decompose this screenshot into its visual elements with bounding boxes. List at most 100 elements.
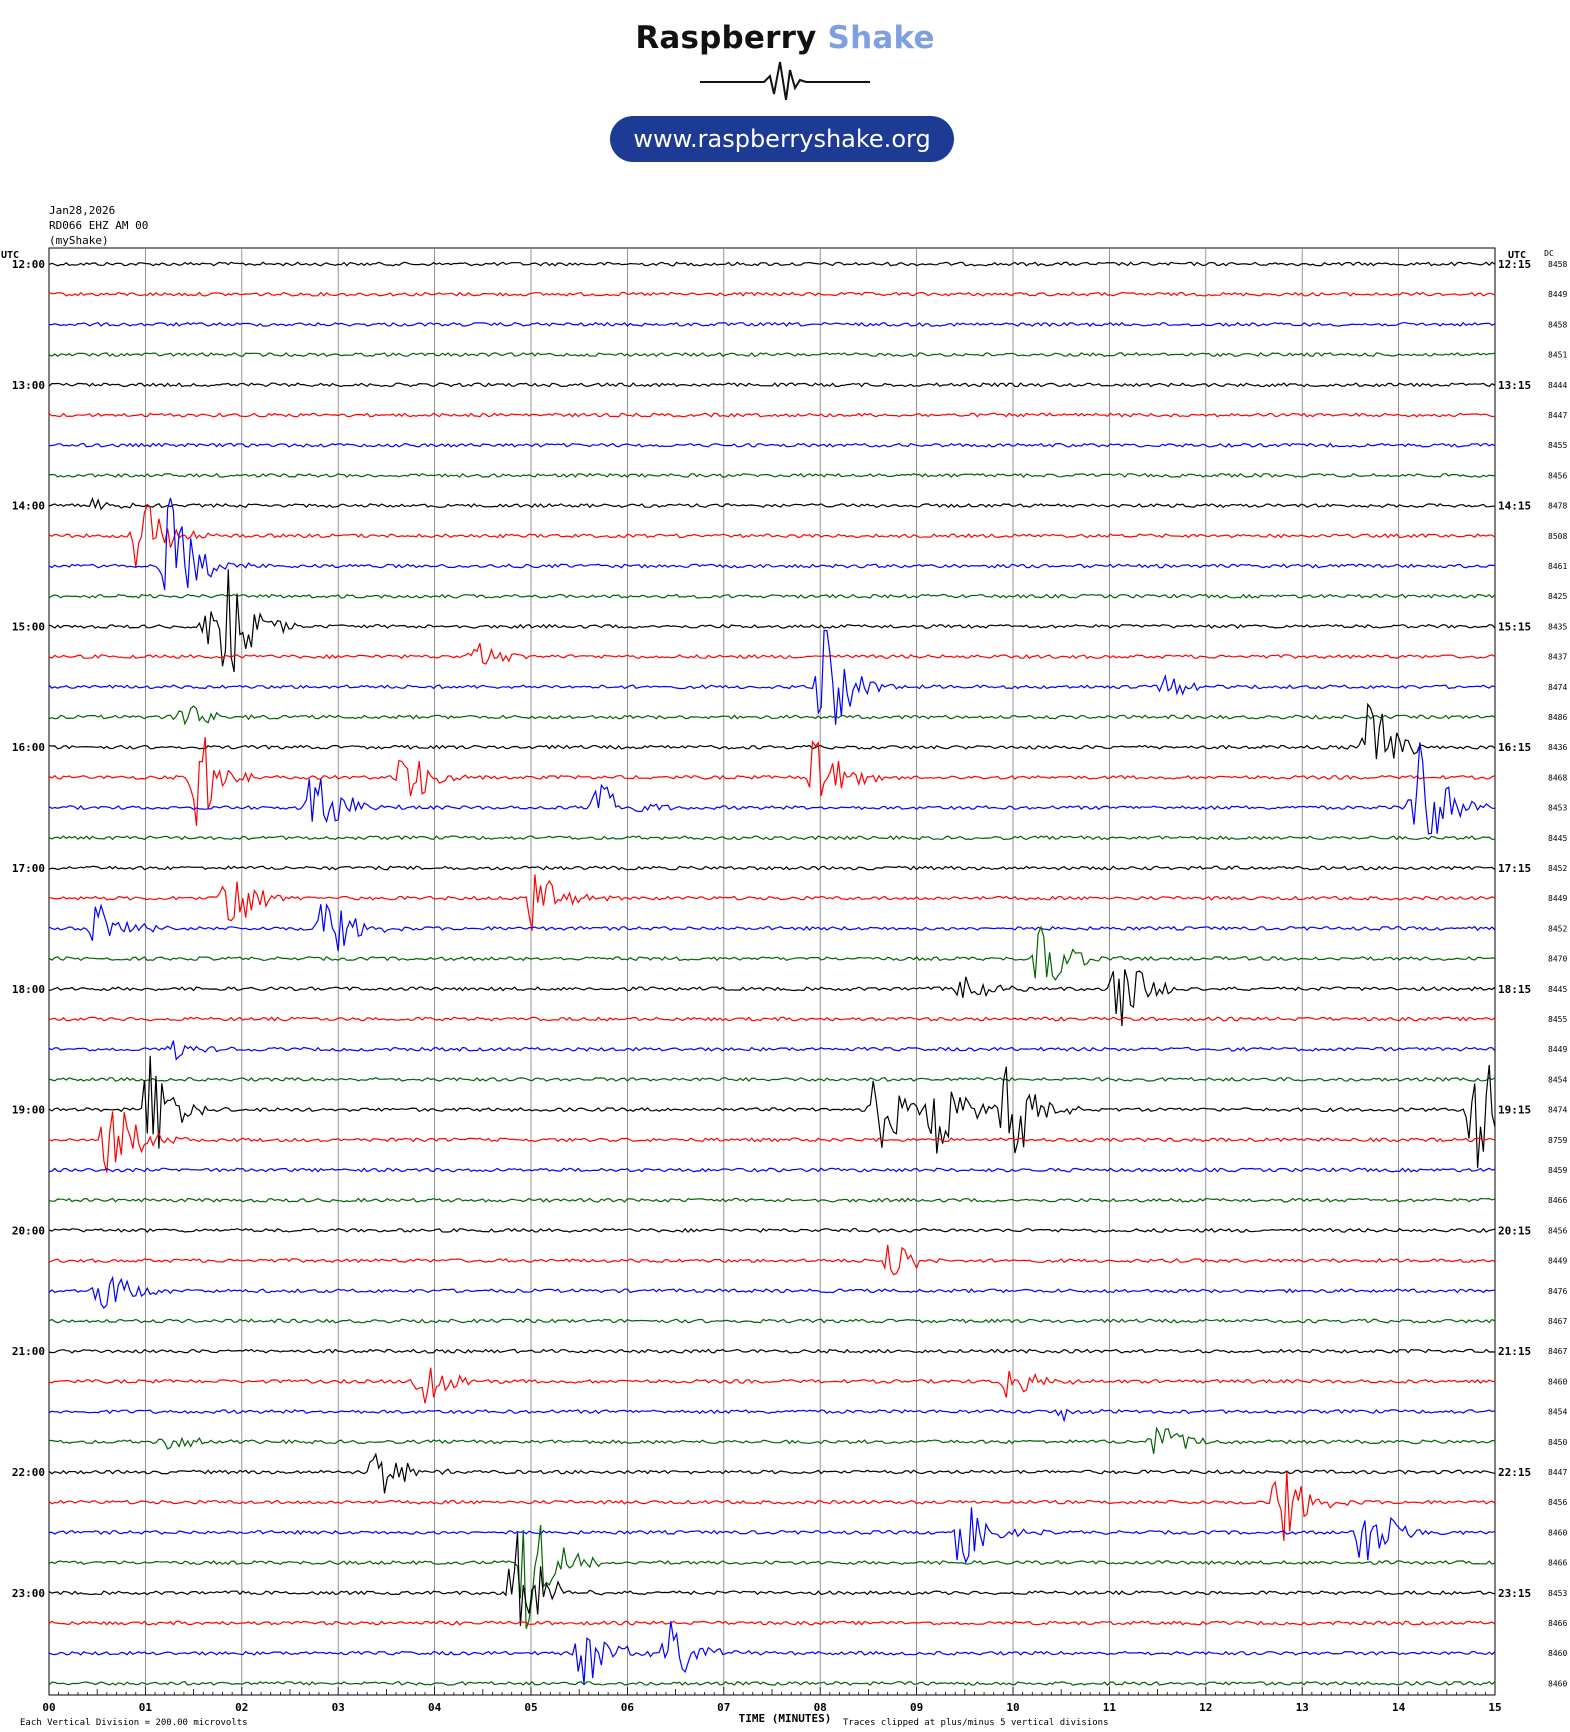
seismic-trace [48, 925, 1496, 981]
seismic-trace [48, 1197, 1496, 1203]
station-label: RD066 EHZ AM 00 [49, 219, 149, 232]
dc-value-label: 8455 [1548, 441, 1567, 450]
seismic-trace [48, 1275, 1496, 1309]
dc-value-label: 8454 [1548, 1408, 1567, 1417]
left-time-label: 16:00 [12, 741, 45, 754]
seismic-trace [48, 1507, 1496, 1564]
x-tick-label: 14 [1392, 1701, 1406, 1714]
x-tick-label: 06 [621, 1701, 635, 1714]
dc-value-label: 8454 [1548, 1075, 1567, 1084]
seismic-trace [48, 642, 1496, 665]
left-utc-header: UTC [1, 250, 19, 261]
seismic-trace [48, 1680, 1496, 1686]
seismic-trace [48, 1367, 1496, 1404]
dc-value-label: 8456 [1548, 1498, 1567, 1507]
dc-value-label: 8444 [1548, 381, 1567, 390]
seismic-trace [48, 835, 1496, 841]
x-tick-label: 09 [910, 1701, 923, 1714]
seismic-trace [48, 742, 1496, 835]
seismic-trace [48, 1167, 1496, 1173]
dc-value-label: 8453 [1548, 804, 1567, 813]
seismic-trace [48, 1016, 1496, 1022]
dc-value-label: 8449 [1548, 1257, 1567, 1266]
seismic-trace [48, 1620, 1496, 1626]
seismic-trace [48, 737, 1496, 826]
dc-value-label: 8447 [1548, 411, 1567, 420]
seismic-trace [48, 865, 1496, 871]
seismic-trace [48, 969, 1496, 1027]
brand-word-shake: Shake [827, 20, 935, 56]
dc-value-label: 8437 [1548, 653, 1567, 662]
x-tick-label: 07 [717, 1701, 730, 1714]
plot-frame [48, 247, 1496, 1696]
dc-value-label: 8452 [1548, 864, 1567, 873]
seismic-trace [48, 1227, 1496, 1233]
dc-value-label: 8456 [1548, 471, 1567, 480]
right-time-label: 17:15 [1498, 862, 1531, 875]
left-time-label: 21:00 [12, 1345, 45, 1358]
x-tick-label: 10 [1006, 1701, 1019, 1714]
seismic-trace [48, 496, 1495, 511]
x-tick-label: 01 [139, 1701, 153, 1714]
seismic-trace [48, 1621, 1496, 1685]
dc-value-label: 8466 [1548, 1559, 1567, 1568]
right-utc-header: UTC [1508, 250, 1526, 261]
seismic-trace [48, 1040, 1496, 1061]
dc-value-label: 8449 [1548, 290, 1567, 299]
left-time-label: 23:00 [12, 1587, 45, 1600]
dc-value-label: 8449 [1548, 1045, 1567, 1054]
dc-value-label: 8466 [1548, 1196, 1567, 1205]
seismic-trace [48, 472, 1495, 478]
vertical-division-note: Each Vertical Division = 200.00 microvol… [20, 1718, 248, 1728]
left-time-label: 18:00 [12, 983, 45, 996]
right-time-label: 23:15 [1498, 1587, 1531, 1600]
dc-value-label: 8450 [1548, 1438, 1567, 1447]
dc-value-label: 8474 [1548, 683, 1567, 692]
x-axis-label: TIME (MINUTES) [739, 1712, 832, 1725]
dc-value-label: 8478 [1548, 502, 1567, 511]
seismic-trace [48, 1532, 1496, 1626]
dc-value-label: 8435 [1548, 622, 1567, 631]
dc-value-label: 8508 [1548, 532, 1567, 541]
seismic-trace [48, 1348, 1496, 1354]
x-tick-label: 00 [42, 1701, 55, 1714]
brand-word-raspberry: Raspberry [635, 20, 817, 56]
dc-value-label: 8425 [1548, 592, 1567, 601]
dc-value-label: 8459 [1548, 1166, 1567, 1175]
dc-value-label: 8467 [1548, 1347, 1567, 1356]
dc-value-label: 8445 [1548, 985, 1567, 994]
seismic-trace [48, 1524, 1496, 1629]
x-tick-label: 03 [332, 1701, 345, 1714]
x-tick-label: 15 [1488, 1701, 1501, 1714]
x-tick-label: 05 [524, 1701, 537, 1714]
dc-value-label: 8467 [1548, 1317, 1567, 1326]
left-time-label: 12:00 [12, 258, 45, 271]
right-time-label: 15:15 [1498, 620, 1531, 633]
dc-value-label: 8452 [1548, 924, 1567, 933]
dc-value-label: 8468 [1548, 773, 1567, 782]
dc-header: DC [1544, 249, 1554, 258]
seismic-trace [48, 705, 1496, 726]
seismic-trace [48, 1111, 1496, 1173]
left-time-label: 20:00 [12, 1224, 45, 1237]
x-tick-label: 04 [428, 1701, 442, 1714]
x-tick-label: 13 [1296, 1701, 1309, 1714]
left-time-label: 15:00 [12, 620, 45, 633]
plot-metadata: Jan28,2026 RD066 EHZ AM 00 (myShake) [49, 203, 148, 248]
left-time-label: 13:00 [12, 379, 45, 392]
right-time-label: 21:15 [1498, 1345, 1531, 1358]
seismic-trace [48, 1470, 1496, 1541]
raspberry-shake-logo: Raspberry Shake www.raspberryshake.org [0, 0, 1570, 170]
dc-value-label: 8461 [1548, 562, 1567, 571]
seismic-trace [48, 629, 1496, 725]
dc-value-label: 8445 [1548, 834, 1567, 843]
website-url-badge[interactable]: www.raspberryshake.org [610, 116, 954, 162]
dc-value-label: 8447 [1548, 1468, 1567, 1477]
dc-value-label: 8460 [1548, 1679, 1567, 1688]
seismic-trace [48, 874, 1496, 931]
seismic-trace [48, 1408, 1496, 1423]
dc-value-label: 8460 [1548, 1377, 1567, 1386]
right-time-label: 12:15 [1498, 258, 1531, 271]
seismic-trace [48, 442, 1496, 448]
